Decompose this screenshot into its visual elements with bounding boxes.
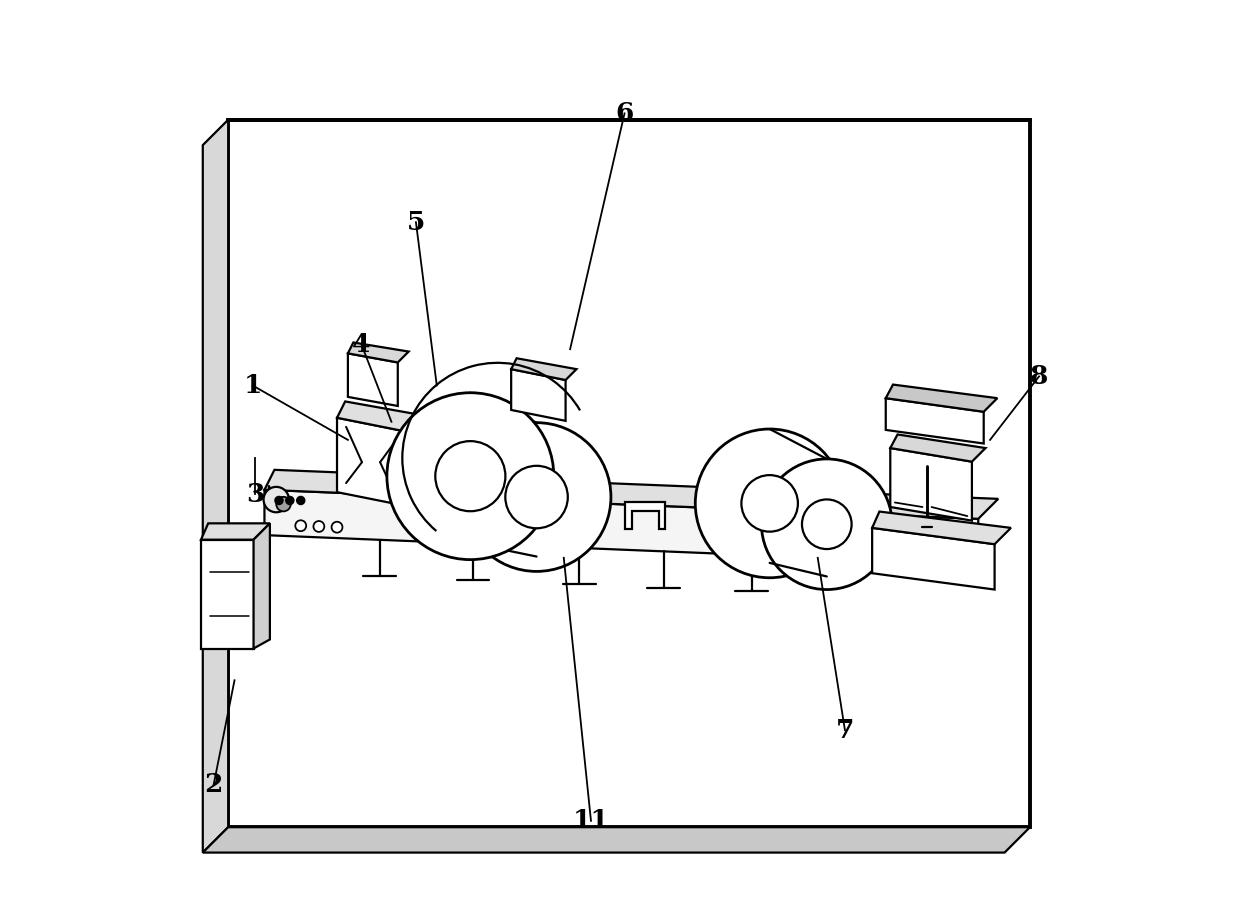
Polygon shape <box>201 523 270 540</box>
Circle shape <box>761 459 892 590</box>
Circle shape <box>435 441 506 512</box>
Circle shape <box>742 475 797 532</box>
Text: 5: 5 <box>407 210 425 235</box>
Circle shape <box>277 497 290 512</box>
Text: 4: 4 <box>352 332 371 357</box>
Circle shape <box>286 497 294 504</box>
Text: 3: 3 <box>247 482 264 507</box>
Polygon shape <box>511 358 577 380</box>
Circle shape <box>331 522 342 532</box>
Polygon shape <box>885 385 997 412</box>
Circle shape <box>696 429 844 578</box>
Polygon shape <box>264 470 998 519</box>
Text: 8: 8 <box>1030 364 1048 389</box>
Text: 7: 7 <box>836 717 854 743</box>
Polygon shape <box>885 398 983 444</box>
Polygon shape <box>201 540 253 649</box>
Text: 11: 11 <box>573 808 609 834</box>
Polygon shape <box>872 512 1011 544</box>
Polygon shape <box>203 120 228 853</box>
Polygon shape <box>337 402 422 432</box>
Polygon shape <box>348 343 409 363</box>
Polygon shape <box>625 502 666 530</box>
Circle shape <box>387 393 554 560</box>
Circle shape <box>275 497 283 504</box>
Polygon shape <box>228 120 1030 827</box>
Polygon shape <box>872 528 994 590</box>
Polygon shape <box>337 418 405 506</box>
Circle shape <box>506 466 568 528</box>
Text: 2: 2 <box>205 772 223 797</box>
Polygon shape <box>890 434 986 462</box>
Circle shape <box>802 500 852 549</box>
Text: 1: 1 <box>243 373 262 398</box>
Polygon shape <box>511 369 565 421</box>
Circle shape <box>298 497 304 504</box>
Polygon shape <box>348 354 398 406</box>
Polygon shape <box>253 523 270 649</box>
Circle shape <box>264 487 289 512</box>
Circle shape <box>314 521 325 532</box>
Circle shape <box>463 423 611 571</box>
Polygon shape <box>890 448 972 521</box>
Polygon shape <box>203 827 1030 853</box>
Circle shape <box>295 521 306 532</box>
Polygon shape <box>264 490 978 564</box>
Text: 6: 6 <box>615 101 634 126</box>
